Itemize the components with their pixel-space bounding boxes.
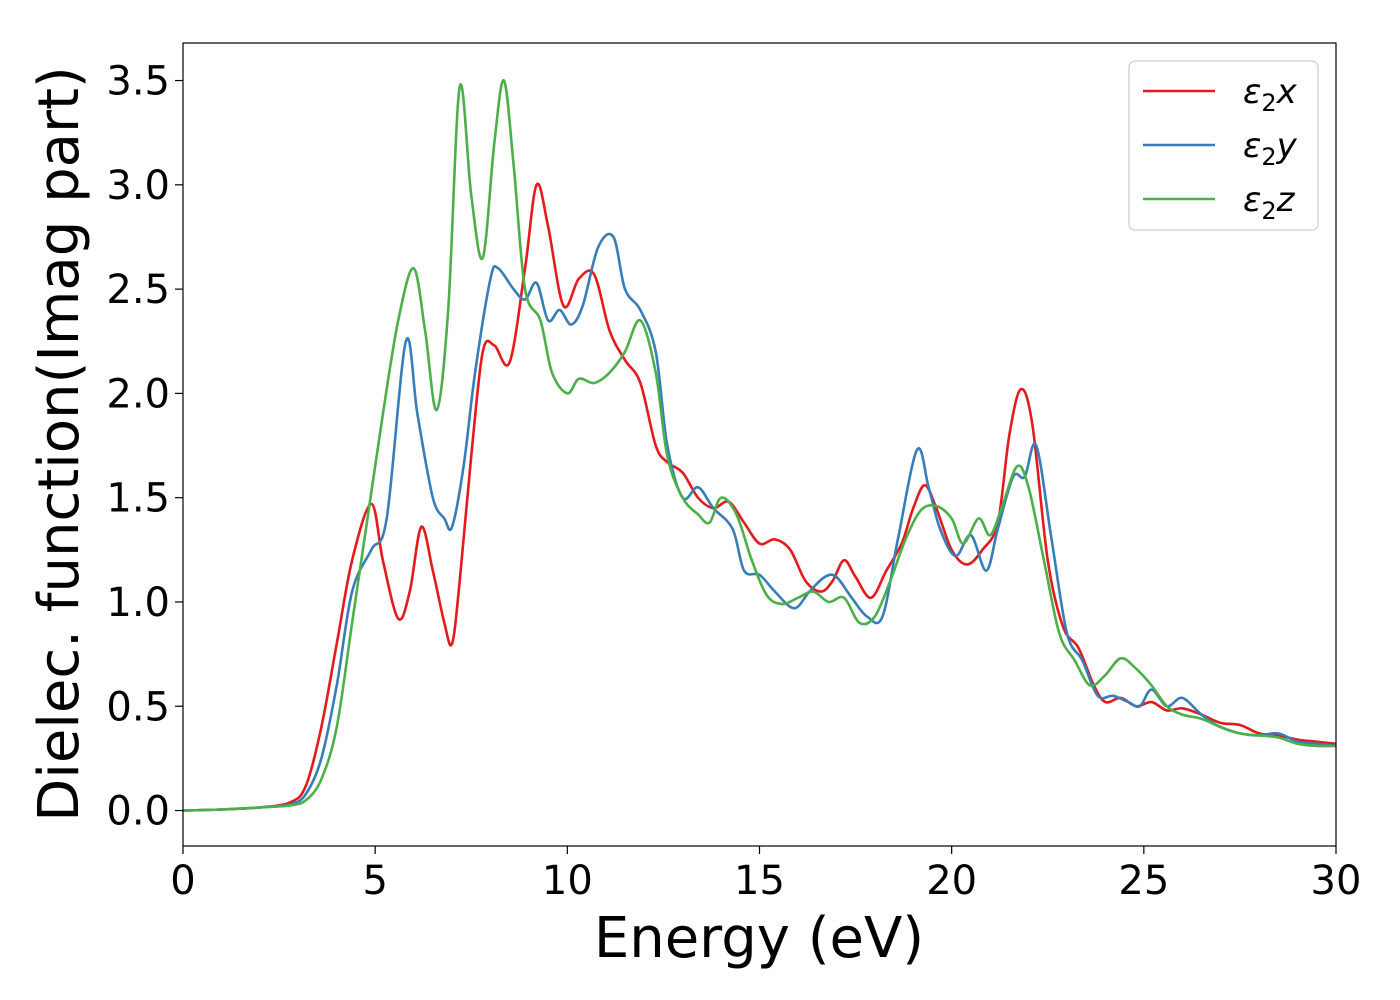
x-tick-label: 25 [1118, 858, 1169, 904]
legend-label-x: ε2x [1243, 72, 1298, 117]
x-tick-label: 10 [542, 858, 593, 904]
series-line-z [182, 79, 1337, 812]
y-tick-label: 0.0 [106, 789, 170, 835]
x-tick-label: 0 [170, 858, 195, 904]
y-tick-label: 0.5 [106, 684, 170, 730]
y-axis-label: Dielec. function(Imag part) [27, 66, 92, 822]
y-tick-label: 1.5 [106, 476, 170, 522]
x-tick-label: 5 [362, 858, 387, 904]
legend-label-z: ε2z [1243, 180, 1296, 225]
legend-box [1128, 60, 1319, 231]
y-tick-label: 3.5 [106, 59, 170, 105]
series-line-y [182, 232, 1337, 812]
x-tick-label: 20 [926, 858, 977, 904]
x-axis-ticks: 0 5 10 15 20 25 30 [170, 846, 1361, 904]
y-tick-label: 2.5 [106, 267, 170, 313]
y-tick-label: 3.0 [106, 163, 170, 209]
series-line-x [182, 182, 1337, 812]
y-tick-label: 2.0 [106, 371, 170, 417]
legend: ε2x ε2y ε2z [1128, 60, 1319, 231]
x-axis-label: Energy (eV) [594, 906, 924, 971]
x-tick-label: 15 [734, 858, 785, 904]
y-tick-label: 1.0 [106, 580, 170, 626]
series-layer [182, 79, 1337, 812]
y-axis-ticks: 0.0 0.5 1.0 1.5 2.0 2.5 3.0 3.5 [106, 59, 183, 835]
x-tick-label: 30 [1311, 858, 1362, 904]
legend-label-y: ε2y [1243, 126, 1298, 171]
